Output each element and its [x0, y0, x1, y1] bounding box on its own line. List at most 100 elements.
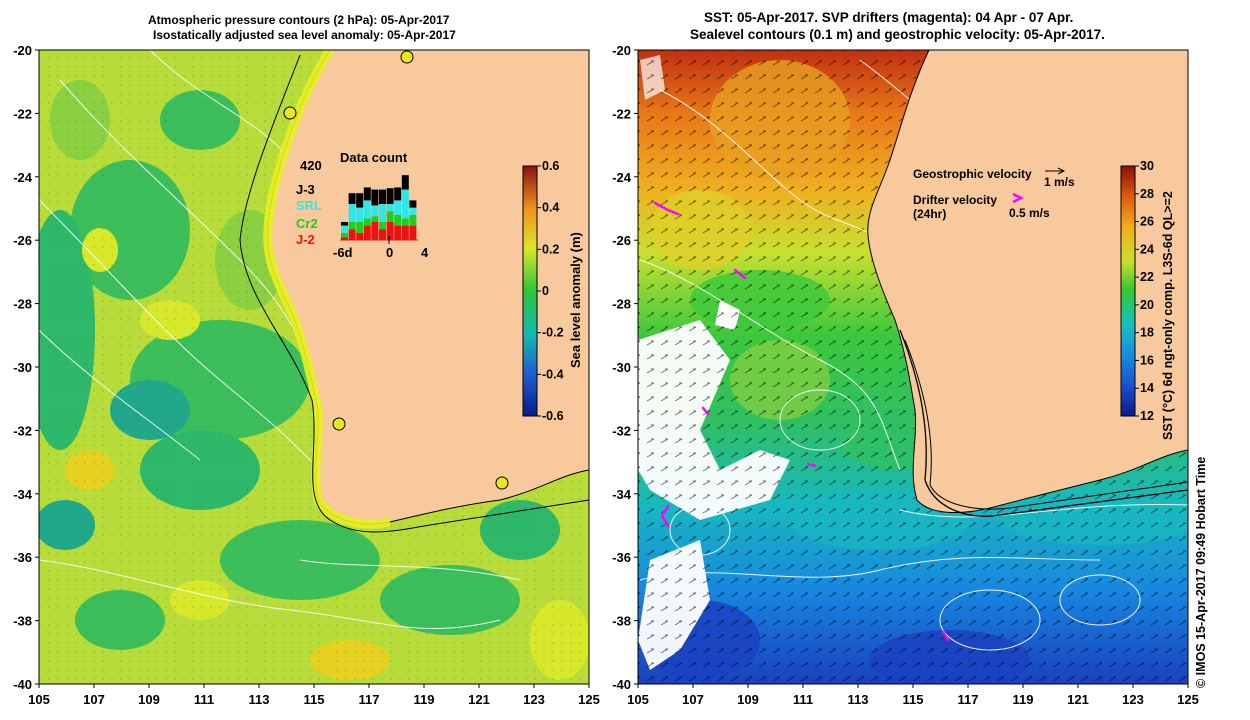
legend-cr2: Cr2	[296, 216, 318, 231]
data-count-bar-segment	[356, 193, 364, 208]
geo-velocity-arrowhead	[1057, 167, 1066, 175]
lat-tick-label: -38	[612, 614, 631, 629]
data-count-bar-segment	[348, 229, 356, 240]
lon-tick-label: 125	[578, 692, 600, 707]
data-count-bar-segment	[341, 225, 348, 233]
data-count-bar-segment	[348, 204, 356, 222]
drifter-track	[701, 406, 710, 416]
sst-colorbar-label: SST (°C) 6d ngt-only comp. L3S-6d QL>=2	[1161, 191, 1175, 440]
lat-tick-label: -32	[612, 423, 631, 438]
lon-tick-label: 115	[304, 692, 325, 707]
data-count-bar-segment	[363, 218, 371, 226]
tide-gauge-marker	[400, 50, 414, 64]
data-count-bar-segment	[363, 200, 371, 219]
colorbar-tick-label: 0	[542, 284, 549, 298]
lat-tick-label: -20	[612, 43, 631, 58]
lon-tick-label: 123	[1122, 692, 1144, 707]
data-count-bar-segment	[356, 222, 364, 233]
lon-tick-label: 119	[1013, 692, 1034, 707]
drifter-velocity-scale: 0.5 m/s	[1009, 206, 1050, 220]
land-australia-right	[867, 50, 1188, 513]
lat-tick-label: -22	[612, 106, 631, 121]
drifter-track	[806, 462, 817, 468]
data-count-bar-segment	[356, 207, 364, 222]
lat-tick-label: -36	[612, 550, 631, 565]
data-count-bar-segment	[386, 204, 394, 212]
lon-tick-label: 125	[1177, 692, 1199, 707]
lat-tick-label: -38	[13, 614, 32, 629]
drifter-velocity-sub: (24hr)	[913, 207, 946, 221]
lon-tick-label: 111	[194, 692, 214, 707]
right-title-line2: Sealevel contours (0.1 m) and geostrophi…	[690, 27, 1105, 42]
colorbar-tick-label: 14	[1140, 381, 1154, 395]
colorbar-tick-label: 18	[1140, 326, 1154, 340]
data-count-bar-segment	[356, 232, 364, 240]
lat-tick-label: -28	[612, 297, 631, 312]
sst-colorbar-ticks: 30 28 26 24 22 20 18 16 14 12	[1135, 159, 1154, 423]
colorbar-tick-label: 0.4	[542, 201, 559, 215]
data-count-xtick: 0	[386, 245, 393, 260]
data-count-bar-segment	[401, 225, 409, 240]
lat-tick-label: -40	[612, 677, 631, 692]
legend-j3: J-3	[296, 182, 315, 197]
data-count-title: Data count	[340, 150, 408, 165]
sea-level-anomaly-map	[39, 50, 589, 684]
lat-tick-label: -34	[13, 487, 33, 502]
drifter-track	[941, 630, 950, 642]
colorbar-tick-label: 26	[1140, 215, 1154, 229]
drifter-track	[653, 201, 680, 216]
lon-tick-label: 109	[737, 692, 759, 707]
data-count-bar-segment	[386, 211, 394, 222]
data-count-bar-segment	[401, 218, 409, 226]
data-count-bars	[341, 175, 417, 240]
data-count-bar-segment	[371, 222, 379, 240]
lon-tick-label: 123	[523, 692, 545, 707]
lon-tick-label: 111	[793, 692, 813, 707]
data-count-bar-segment	[363, 225, 371, 240]
lat-tick-label: -26	[612, 233, 631, 248]
lat-tick-label: -32	[13, 423, 32, 438]
data-count-bar-segment	[379, 222, 386, 230]
geo-velocity-scale: 1 m/s	[1044, 175, 1075, 189]
sst-map	[638, 50, 1188, 684]
geo-velocity-label: Geostrophic velocity	[913, 167, 1032, 181]
colorbar-tick-label: 20	[1140, 298, 1154, 312]
data-count-bar-segment	[341, 237, 348, 240]
legend-j2: J-2	[296, 232, 315, 247]
left-title-line2: Isostatically adjusted sea level anomaly…	[153, 28, 456, 42]
tide-gauge-marker	[332, 417, 346, 431]
colorbar-tick-label: 0.2	[542, 242, 559, 256]
data-count-bar-segment	[348, 222, 356, 230]
lat-tick-label: -24	[13, 170, 33, 185]
coastal-band	[263, 50, 391, 529]
sst-colorbar: 30 28 26 24 22 20 18 16 14 12 SST (°C) 6d ngt-onl…	[1120, 159, 1175, 440]
lon-tick-label: 117	[359, 692, 380, 707]
sla-colorbar-label: Sea level anomaly (m)	[568, 232, 583, 368]
drifter-velocity-label: Drifter velocity	[913, 193, 997, 207]
lon-tick-label: 107	[682, 692, 704, 707]
colorbar-tick-label: 22	[1140, 270, 1154, 284]
data-count-bar-segment	[379, 229, 386, 240]
data-count-bar-segment	[379, 189, 386, 204]
lat-tick-label: -36	[13, 550, 32, 565]
lat-tick-label: -28	[13, 297, 32, 312]
colorbar-tick-label: -0.4	[542, 367, 564, 381]
data-count-bar-segment	[401, 175, 409, 190]
lat-tick-label: -40	[13, 677, 32, 692]
data-count-max: 420	[300, 158, 322, 173]
tide-gauge-marker	[283, 106, 297, 120]
data-count-bar-segment	[394, 214, 402, 226]
data-count-bar-segment	[401, 189, 409, 219]
data-count-bar-segment	[409, 207, 417, 215]
sla-colorbar-ticks: 0.6 0.4 0.2 0 -0.2 -0.4 -0.6	[537, 159, 564, 423]
colorbar-tick-label: -0.6	[542, 409, 564, 423]
data-count-bar-segment	[394, 225, 402, 240]
data-count-bar-segment	[409, 225, 417, 240]
data-count-bar-segment	[371, 189, 379, 206]
data-count-bar-segment	[363, 187, 371, 201]
data-count-bar-segment	[348, 193, 356, 204]
colorbar-tick-label: -0.2	[542, 326, 564, 340]
velocity-legend: Geostrophic velocity 1 m/s Drifter veloc…	[913, 167, 1075, 221]
